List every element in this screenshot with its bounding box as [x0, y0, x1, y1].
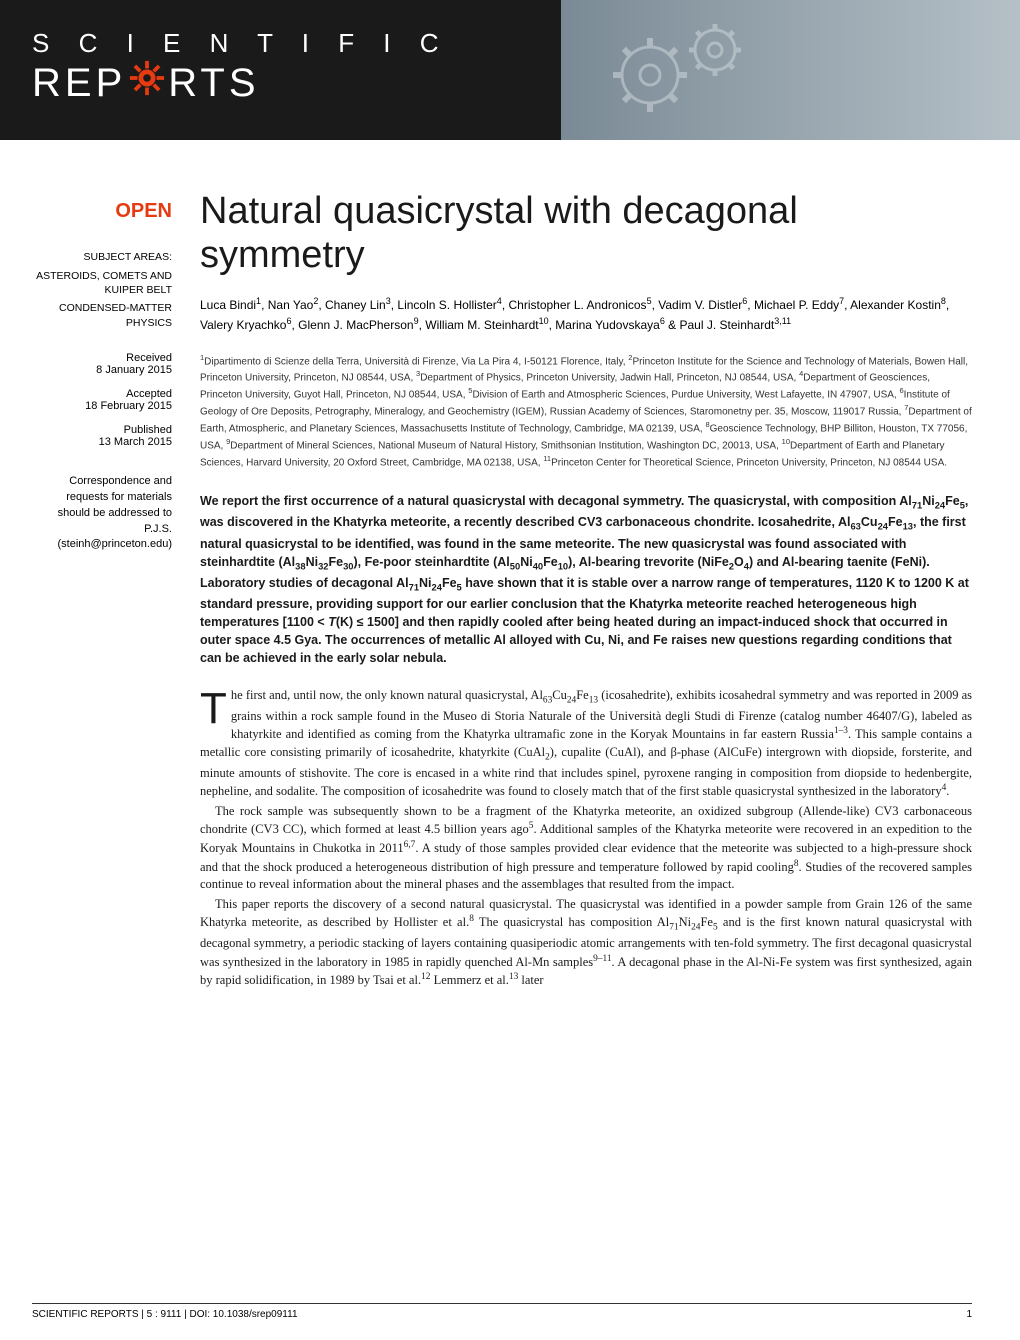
footer-citation-text: | 5 : 9111 | DOI: 10.1038/srep09111 — [139, 1309, 298, 1320]
sidebar: OPEN SUBJECT AREAS: ASTEROIDS, COMETS AN… — [32, 190, 192, 992]
page-number: 1 — [966, 1309, 972, 1320]
received-label: Received — [32, 352, 172, 364]
content-wrap: OPEN SUBJECT AREAS: ASTEROIDS, COMETS AN… — [0, 140, 1020, 992]
subject-area: ASTEROIDS, COMETS AND KUIPER BELT — [32, 269, 172, 297]
affiliations-list: 1Dipartimento di Scienze della Terra, Un… — [200, 353, 972, 471]
body-paragraph: The first and, until now, the only known… — [200, 687, 972, 801]
banner-gears-icon — [600, 20, 780, 145]
body-text: The first and, until now, the only known… — [200, 687, 972, 990]
correspondence-block: Correspondence and requests for material… — [32, 474, 172, 554]
gear-icon — [128, 59, 166, 107]
published-date: 13 March 2015 — [32, 436, 172, 448]
received-date: 8 January 2015 — [32, 364, 172, 376]
footer-citation: SCIENTIFIC REPORTS | 5 : 9111 | DOI: 10.… — [32, 1309, 298, 1320]
page-footer: SCIENTIFIC REPORTS | 5 : 9111 | DOI: 10.… — [32, 1303, 972, 1320]
open-access-badge: OPEN — [32, 200, 172, 223]
subject-area: CONDENSED-MATTER PHYSICS — [32, 301, 172, 329]
published-label: Published — [32, 424, 172, 436]
logo-pre: REP — [32, 61, 126, 106]
article-title: Natural quasicrystal with decagonal symm… — [200, 190, 972, 277]
subject-areas-label: SUBJECT AREAS: — [32, 251, 172, 263]
main-column: Natural quasicrystal with decagonal symm… — [192, 190, 972, 992]
dates-block: Received 8 January 2015 Accepted 18 Febr… — [32, 352, 172, 448]
footer-journal-name: SCIENTIFIC REPORTS — [32, 1309, 139, 1320]
header-banner: S C I E N T I F I C REP — [0, 0, 1020, 140]
journal-logo: S C I E N T I F I C REP — [32, 28, 450, 107]
body-paragraph: The rock sample was subsequently shown t… — [200, 803, 972, 894]
accepted-label: Accepted — [32, 388, 172, 400]
abstract: We report the first occurrence of a natu… — [200, 492, 972, 667]
authors-list: Luca Bindi1, Nan Yao2, Chaney Lin3, Linc… — [200, 295, 972, 334]
accepted-date: 18 February 2015 — [32, 400, 172, 412]
body-paragraph: This paper reports the discovery of a se… — [200, 896, 972, 990]
logo-line1: S C I E N T I F I C — [32, 28, 450, 59]
logo-line2: REP RTS — [32, 59, 450, 107]
logo-post: RTS — [168, 61, 259, 106]
